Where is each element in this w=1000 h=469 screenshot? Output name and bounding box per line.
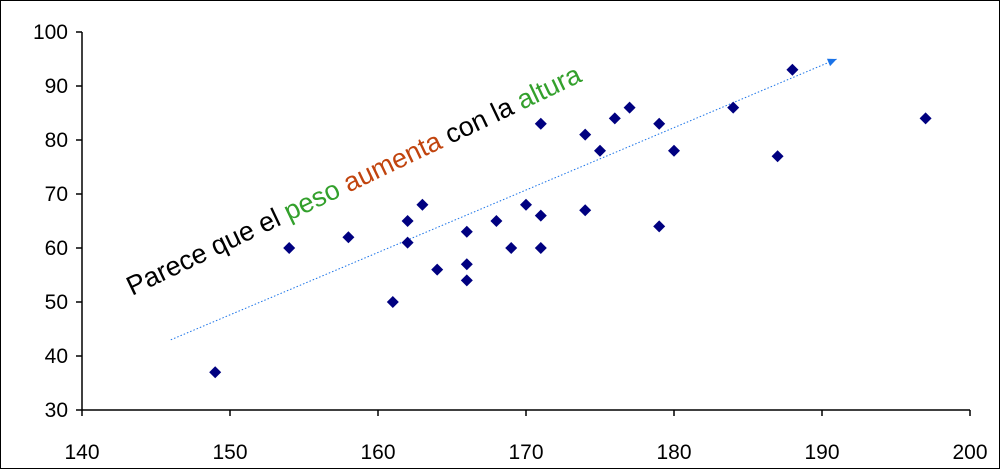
data-point xyxy=(460,274,473,287)
data-point xyxy=(460,225,473,238)
annotation-segment: Parece que el xyxy=(122,199,292,301)
y-tick-label: 30 xyxy=(45,399,68,422)
annotation-segment: altura xyxy=(512,59,587,116)
trend-line xyxy=(170,58,837,341)
y-tick-label: 40 xyxy=(45,345,68,368)
data-point xyxy=(668,144,680,157)
data-point xyxy=(534,117,547,130)
data-point xyxy=(209,366,222,379)
data-point xyxy=(653,117,666,130)
x-tick-label: 190 xyxy=(804,441,839,464)
data-point xyxy=(401,236,414,249)
data-point xyxy=(623,101,636,114)
data-point xyxy=(534,209,547,222)
x-tick-label: 150 xyxy=(212,441,247,464)
x-tick-label: 160 xyxy=(360,441,395,464)
data-point xyxy=(401,215,414,227)
x-tick-label: 170 xyxy=(508,441,543,464)
data-point xyxy=(579,204,592,217)
data-points xyxy=(209,63,932,379)
y-tick-label: 100 xyxy=(33,21,68,44)
annotation-segment: con la xyxy=(433,88,524,153)
data-point xyxy=(505,242,518,254)
data-point xyxy=(786,63,799,76)
data-point xyxy=(919,112,932,125)
data-point xyxy=(416,198,429,211)
trend-arrowhead xyxy=(826,58,837,67)
annotation-segment: aumenta xyxy=(338,125,447,198)
data-point xyxy=(608,112,621,125)
data-point xyxy=(342,231,355,244)
data-point xyxy=(386,296,399,308)
data-point xyxy=(283,242,296,254)
x-tick-label: 180 xyxy=(656,441,691,464)
data-point xyxy=(594,144,606,157)
data-point xyxy=(534,242,547,254)
x-ticks: 140 150 160 170 180 190 200 xyxy=(64,410,988,464)
data-point xyxy=(727,101,740,114)
chart-annotation: Parece que el peso aumenta con la altura xyxy=(122,59,587,302)
data-point xyxy=(490,215,503,227)
data-point xyxy=(653,220,666,233)
x-tick-label: 200 xyxy=(952,441,987,464)
data-point xyxy=(771,150,784,163)
y-ticks: 30 40 50 60 70 80 90 100 xyxy=(33,21,82,422)
data-point xyxy=(579,128,592,141)
data-point xyxy=(431,263,444,276)
y-tick-label: 60 xyxy=(45,237,68,260)
y-tick-label: 70 xyxy=(45,183,68,206)
y-tick-label: 50 xyxy=(45,291,68,314)
y-tick-label: 80 xyxy=(45,129,68,152)
y-tick-label: 90 xyxy=(45,75,68,98)
x-tick-label: 140 xyxy=(64,441,99,464)
data-point xyxy=(520,198,532,211)
trend-arrow xyxy=(170,58,837,341)
data-point xyxy=(460,258,473,271)
